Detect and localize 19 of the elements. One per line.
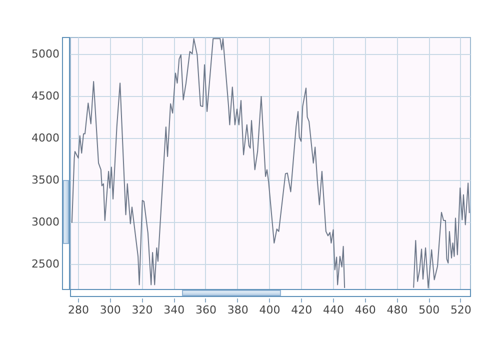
x-tick-label: 380 <box>227 304 248 316</box>
x-tick-label: 440 <box>322 304 344 316</box>
y-tick-label: 2500 <box>32 257 60 270</box>
y-tick-label: 4000 <box>32 131 60 144</box>
x-tick-label: 320 <box>132 304 153 316</box>
x-tick-label: 340 <box>164 304 185 316</box>
y-tick-label: 4500 <box>32 89 60 102</box>
x-tick-label: 420 <box>291 304 312 316</box>
y-tick-label: 3000 <box>32 215 60 228</box>
x-tick-label: 360 <box>195 304 216 316</box>
x-tick-label: 520 <box>450 304 472 316</box>
x-tick-label: 300 <box>100 304 121 316</box>
y-tick-label: 5000 <box>32 47 60 60</box>
x-tick-label: 500 <box>418 304 440 316</box>
x-tick-label: 480 <box>386 304 408 316</box>
y-tick-label: 3500 <box>32 173 60 186</box>
x-tick-label: 280 <box>68 304 89 316</box>
x-tick-label: 400 <box>259 304 280 316</box>
x-tick-label: 460 <box>354 304 376 316</box>
